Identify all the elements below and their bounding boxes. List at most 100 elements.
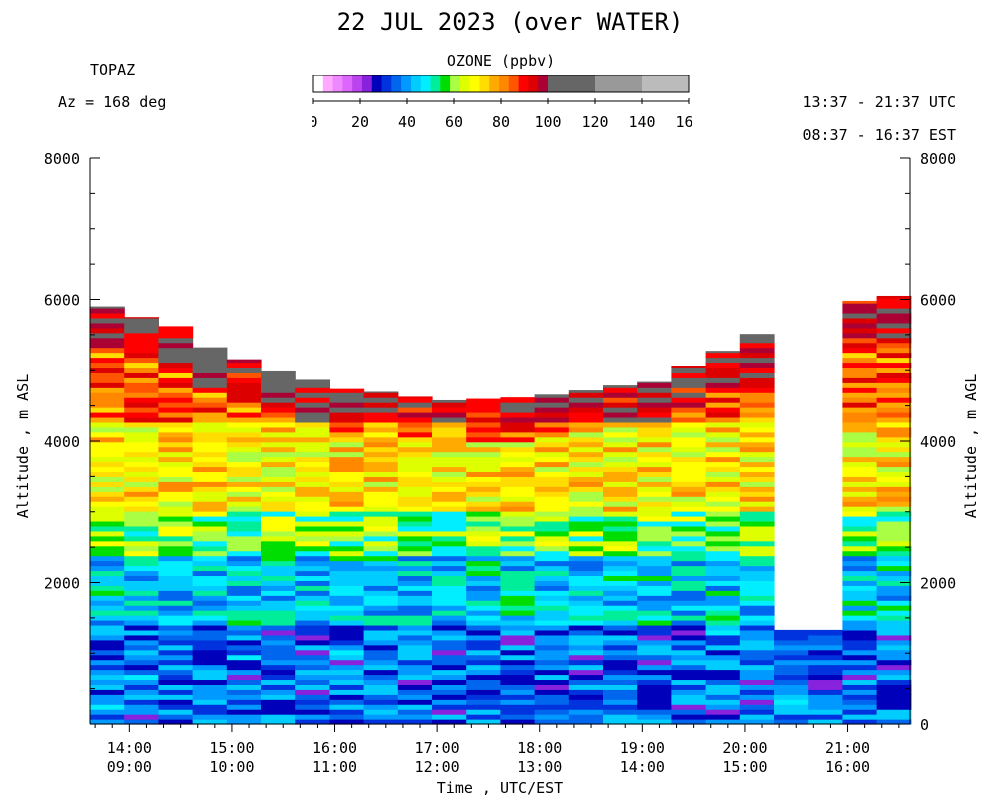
data-cell (876, 659, 912, 666)
data-cell (295, 451, 330, 458)
data-cell (842, 600, 878, 606)
data-cell (671, 377, 707, 383)
data-cell (158, 525, 194, 532)
data-cell (90, 362, 125, 369)
data-cell (466, 679, 501, 685)
data-cell (534, 615, 570, 621)
data-cell (329, 388, 365, 393)
data-cell (192, 520, 228, 527)
data-cell (192, 595, 228, 601)
data-cell (603, 496, 638, 502)
data-cell (432, 520, 467, 527)
data-cell (261, 501, 296, 507)
data-cell (158, 714, 194, 720)
data-cell (295, 600, 330, 606)
colorbar-tick-label: 80 (492, 113, 510, 131)
data-cell (192, 481, 228, 487)
data-cell (637, 689, 672, 695)
data-cell (226, 525, 262, 532)
data-cell (568, 674, 604, 681)
data-cell (397, 575, 433, 581)
data-cell (90, 704, 125, 710)
data-cell (158, 565, 194, 572)
data-cell (397, 476, 433, 482)
data-cell (671, 367, 707, 373)
data-cell (842, 619, 878, 626)
data-cell (568, 496, 604, 502)
data-cell (226, 674, 262, 681)
data-cell (192, 619, 228, 626)
data-cell (363, 481, 399, 487)
data-cell (329, 664, 365, 671)
data-cell (466, 421, 501, 428)
data-cell (876, 441, 912, 448)
data-cell (329, 431, 365, 438)
data-cell (124, 669, 159, 676)
data-cell (397, 714, 433, 720)
data-cell (261, 496, 296, 502)
data-cell (261, 709, 296, 715)
data-cell (192, 476, 228, 482)
data-cell (842, 327, 878, 334)
data-cell (363, 689, 399, 695)
data-cell (363, 624, 399, 631)
data-cell (876, 506, 912, 512)
data-cell (876, 402, 912, 408)
data-cell (671, 679, 707, 685)
data-cell (637, 466, 672, 473)
data-cell (603, 555, 638, 562)
data-cell (842, 714, 878, 720)
data-cell (603, 471, 638, 477)
data-cell (432, 496, 467, 502)
data-cell (90, 496, 125, 502)
data-cell (534, 436, 570, 443)
data-cell (90, 545, 125, 552)
data-cell (90, 451, 125, 458)
data-cell (363, 644, 399, 651)
data-cell (158, 421, 194, 428)
data-cell (397, 694, 433, 700)
data-cell (226, 575, 262, 581)
data-cell (603, 530, 638, 537)
data-cell (739, 416, 775, 423)
data-cell (603, 570, 638, 577)
data-cell (568, 501, 604, 507)
data-cell (90, 515, 125, 522)
data-cell (876, 501, 912, 507)
data-cell (363, 719, 399, 725)
data-cell (363, 506, 399, 512)
data-cell (534, 619, 570, 626)
data-cell (466, 491, 501, 497)
data-cell (90, 347, 125, 354)
data-cell (90, 580, 125, 586)
data-cell (295, 719, 330, 725)
data-cell (363, 540, 399, 547)
data-cell (500, 565, 536, 572)
data-cell (90, 307, 125, 314)
data-cell (568, 471, 604, 477)
data-cell (500, 535, 536, 542)
data-cell (603, 585, 638, 591)
data-cell (261, 565, 296, 572)
data-cell (534, 644, 570, 651)
data-cell (329, 674, 365, 681)
data-cell (90, 471, 125, 477)
data-cell (295, 580, 330, 586)
data-cell (158, 545, 194, 552)
data-cell (739, 496, 775, 502)
data-cell (603, 446, 638, 453)
data-cell (500, 436, 536, 443)
data-cell (637, 704, 672, 710)
colorbar-tick-label: 20 (351, 113, 369, 131)
data-cell (705, 491, 741, 497)
data-cell (739, 664, 775, 671)
data-cell (568, 719, 604, 725)
data-cell (261, 585, 296, 591)
data-cell (158, 407, 194, 413)
data-cell (500, 684, 536, 690)
data-cell (876, 476, 912, 482)
data-cell (637, 669, 672, 676)
data-cell (842, 382, 878, 388)
data-cell (876, 327, 912, 334)
data-cell (705, 585, 741, 591)
